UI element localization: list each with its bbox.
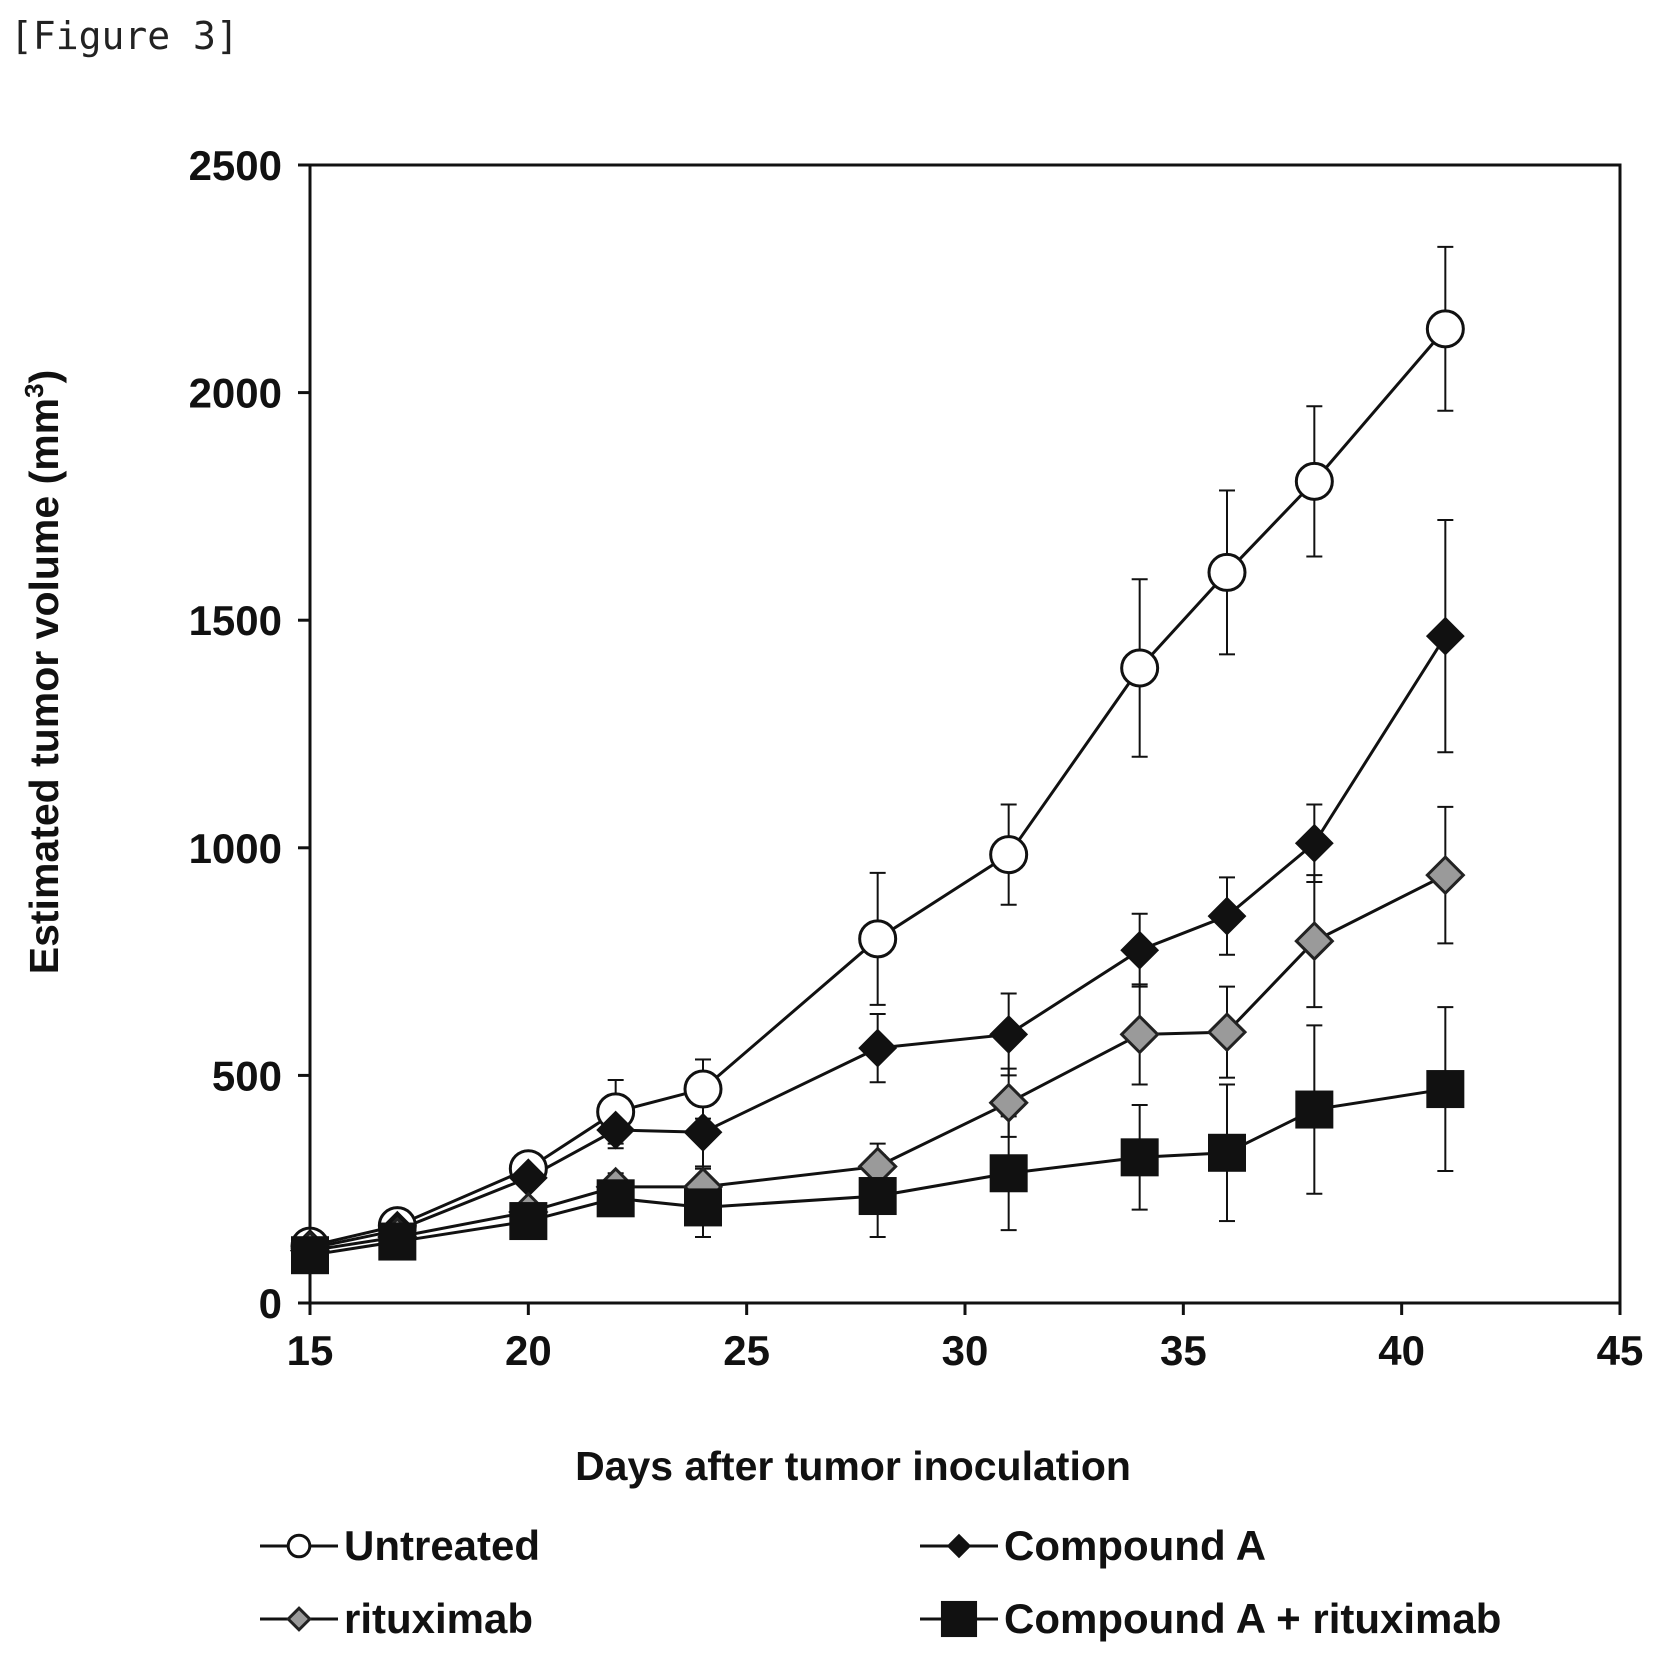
y-tick-label: 1500 [189, 597, 282, 644]
data-point-untreated [1122, 650, 1158, 686]
data-point-compound-a-rituximab [1208, 1134, 1246, 1172]
data-point-compound-a-rituximab [291, 1236, 329, 1274]
x-tick-label: 45 [1597, 1327, 1644, 1374]
legend-marker-rituximab [288, 1608, 310, 1630]
y-tick-label: 500 [212, 1052, 282, 1099]
data-point-compound-a-rituximab [509, 1202, 547, 1240]
legend-marker-compound-a [948, 1535, 970, 1557]
data-point-compound-a [1296, 825, 1332, 861]
data-point-untreated [1427, 311, 1463, 347]
legend-label-rituximab: rituximab [344, 1595, 533, 1642]
data-point-compound-a-rituximab [1121, 1138, 1159, 1176]
x-axis-title: Days after tumor inoculation [575, 1443, 1131, 1489]
data-point-compound-a-rituximab [378, 1223, 416, 1261]
x-tick-label: 20 [505, 1327, 552, 1374]
data-point-compound-a [991, 1016, 1027, 1052]
y-axis-title-suffix: ) [21, 370, 67, 384]
data-point-compound-a [860, 1030, 896, 1066]
axis-ticks [298, 165, 1620, 1315]
data-point-compound-a-rituximab [1295, 1091, 1333, 1129]
y-tick-label: 2500 [189, 142, 282, 189]
series-markers [291, 311, 1464, 1274]
y-axis-title: Estimated tumor volume (mm3) [19, 370, 67, 975]
legend-label-untreated: Untreated [344, 1522, 540, 1569]
y-axis-title-main: Estimated tumor volume (mm [21, 398, 67, 974]
data-point-rituximab [1122, 1016, 1158, 1052]
data-point-rituximab [991, 1085, 1027, 1121]
error-bars [302, 247, 1453, 1260]
data-point-compound-a [1427, 618, 1463, 654]
data-point-untreated [685, 1071, 721, 1107]
data-point-untreated [1296, 463, 1332, 499]
y-axis-title-superscript: 3 [19, 383, 49, 397]
legend-marker-untreated [288, 1535, 310, 1557]
data-point-untreated [1209, 554, 1245, 590]
x-tick-label: 40 [1378, 1327, 1425, 1374]
series-line-untreated [310, 329, 1445, 1246]
x-tick-label: 30 [942, 1327, 989, 1374]
x-tick-label: 25 [723, 1327, 770, 1374]
data-point-compound-a-rituximab [990, 1154, 1028, 1192]
legend: Untreated Compound A rituximab Compound A +… [260, 1522, 1501, 1642]
legend-marker-compound-a-rituximab [941, 1601, 977, 1637]
y-tick-label: 1000 [189, 825, 282, 872]
x-tick-label: 35 [1160, 1327, 1207, 1374]
plot-frame [310, 165, 1620, 1303]
data-point-compound-a-rituximab [597, 1179, 635, 1217]
data-point-compound-a [1209, 898, 1245, 934]
data-point-compound-a-rituximab [859, 1177, 897, 1215]
data-point-rituximab [1427, 857, 1463, 893]
data-point-compound-a-rituximab [684, 1188, 722, 1226]
y-tick-label: 2000 [189, 370, 282, 417]
data-point-compound-a-rituximab [1426, 1070, 1464, 1108]
series-lines [310, 329, 1445, 1255]
data-point-compound-a [1122, 932, 1158, 968]
legend-label-compound-a-rituximab: Compound A + rituximab [1004, 1595, 1501, 1642]
legend-label-compound-a: Compound A [1004, 1522, 1266, 1569]
data-point-untreated [991, 837, 1027, 873]
data-point-untreated [860, 921, 896, 957]
data-point-compound-a [685, 1114, 721, 1150]
x-tick-label: 15 [287, 1327, 334, 1374]
y-tick-label: 0 [259, 1280, 282, 1327]
